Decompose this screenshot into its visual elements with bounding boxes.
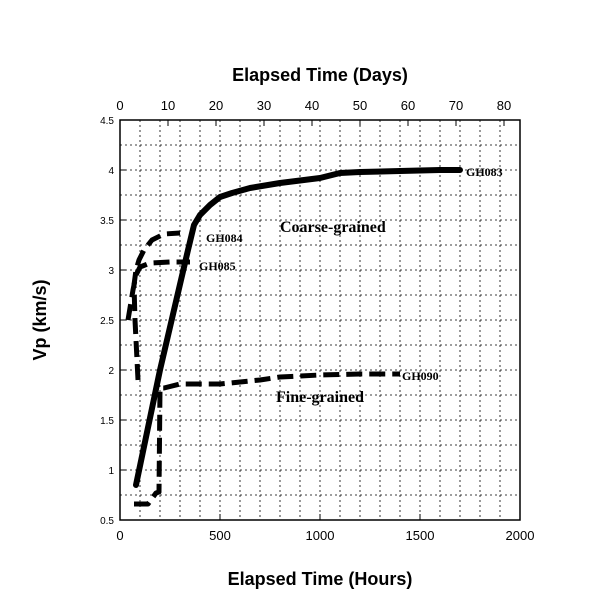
x-tick-label: 2000 [506, 528, 535, 543]
x2-tick-label: 60 [401, 98, 415, 113]
series-label-gh085: GH085 [199, 259, 236, 273]
bottom-axis-title: Elapsed Time (Hours) [228, 569, 413, 589]
series-label-gh083: GH083 [466, 165, 503, 179]
axis-ticks: 0 500 1000 1500 2000 0 10 20 30 40 50 60 70 80 0.5 1 1.5… [100, 98, 534, 543]
x-tick-label: 500 [209, 528, 231, 543]
x2-tick-label: 80 [497, 98, 511, 113]
series-line-gh083 [133, 167, 463, 488]
y-tick-label: 4 [108, 166, 114, 177]
top-axis-title: Elapsed Time (Days) [232, 65, 408, 85]
x2-tick-label: 10 [161, 98, 175, 113]
y-tick-label: 0.5 [100, 516, 114, 527]
y-tick-label: 3.5 [100, 216, 114, 227]
series-label-gh084: GH084 [206, 231, 243, 245]
grid-lines [120, 120, 520, 520]
y-tick-label: 2.5 [100, 316, 114, 327]
series-line-gh084 [131, 230, 181, 381]
x-tick-label: 1500 [406, 528, 435, 543]
x2-tick-label: 20 [209, 98, 223, 113]
series-line-gh090 [134, 371, 400, 507]
x2-tick-label: 40 [305, 98, 319, 113]
y-tick-label: 1 [108, 466, 114, 477]
series-label-gh090: GH090 [402, 369, 439, 383]
y-tick-label: 4.5 [100, 116, 114, 127]
x2-tick-label: 50 [353, 98, 367, 113]
x-tick-label: 0 [116, 528, 123, 543]
y-tick-label: 2 [108, 366, 114, 377]
x2-tick-label: 70 [449, 98, 463, 113]
y-tick-label: 3 [108, 266, 114, 277]
y-tick-label: 1.5 [100, 416, 114, 427]
x2-tick-label: 0 [116, 98, 123, 113]
series-group [125, 167, 463, 507]
x2-tick-label: 30 [257, 98, 271, 113]
series-line-gh085 [125, 259, 190, 321]
x-tick-label: 1000 [306, 528, 335, 543]
annotation-coarse-grained: Coarse-grained [280, 219, 386, 236]
y-axis-title: Vp (km/s) [30, 279, 50, 360]
annotation-fine-grained: Fine-grained [276, 389, 364, 406]
